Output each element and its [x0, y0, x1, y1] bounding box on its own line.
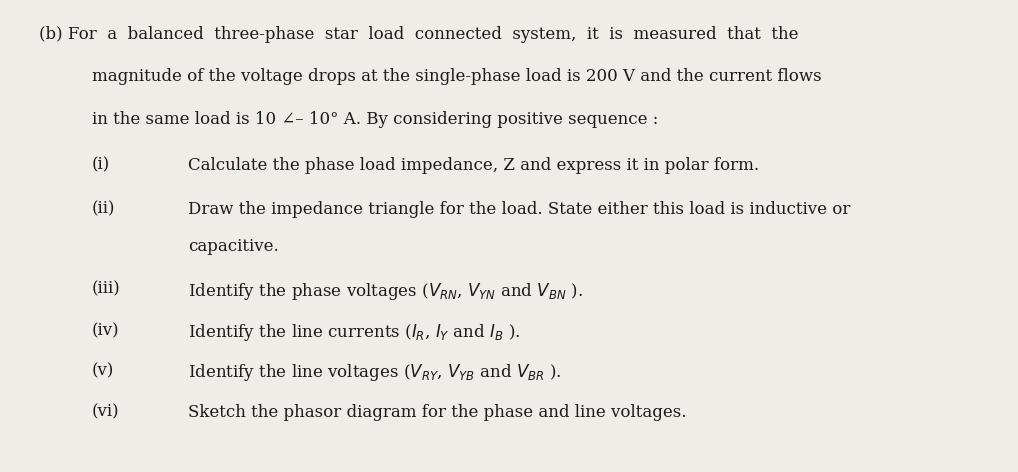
- Text: (iv): (iv): [92, 322, 119, 339]
- Text: (b) For  a  balanced  three-phase  star  load  connected  system,  it  is  measu: (b) For a balanced three-phase star load…: [39, 26, 798, 43]
- Text: Identify the line currents ($I_{R}$, $I_{Y}$ and $I_{B}$ ).: Identify the line currents ($I_{R}$, $I_…: [188, 322, 520, 343]
- Text: capacitive.: capacitive.: [188, 238, 279, 255]
- Text: (ii): (ii): [92, 201, 115, 218]
- Text: Identify the line voltages ($V_{RY}$, $V_{YB}$ and $V_{BR}$ ).: Identify the line voltages ($V_{RY}$, $V…: [188, 362, 562, 383]
- Text: (v): (v): [92, 362, 114, 379]
- Text: (i): (i): [92, 157, 110, 174]
- Text: Sketch the phasor diagram for the phase and line voltages.: Sketch the phasor diagram for the phase …: [188, 404, 687, 421]
- Text: (vi): (vi): [92, 404, 119, 421]
- Text: Draw the impedance triangle for the load. State either this load is inductive or: Draw the impedance triangle for the load…: [188, 201, 851, 218]
- Text: Calculate the phase load impedance, Z and express it in polar form.: Calculate the phase load impedance, Z an…: [188, 157, 759, 174]
- Text: Identify the phase voltages ($V_{RN}$, $V_{YN}$ and $V_{BN}$ ).: Identify the phase voltages ($V_{RN}$, $…: [188, 281, 583, 302]
- Text: (iii): (iii): [92, 281, 120, 298]
- Text: in the same load is 10 ∠– 10° A. By considering positive sequence :: in the same load is 10 ∠– 10° A. By cons…: [92, 111, 658, 128]
- Text: magnitude of the voltage drops at the single-phase load is 200 V and the current: magnitude of the voltage drops at the si…: [92, 68, 822, 85]
